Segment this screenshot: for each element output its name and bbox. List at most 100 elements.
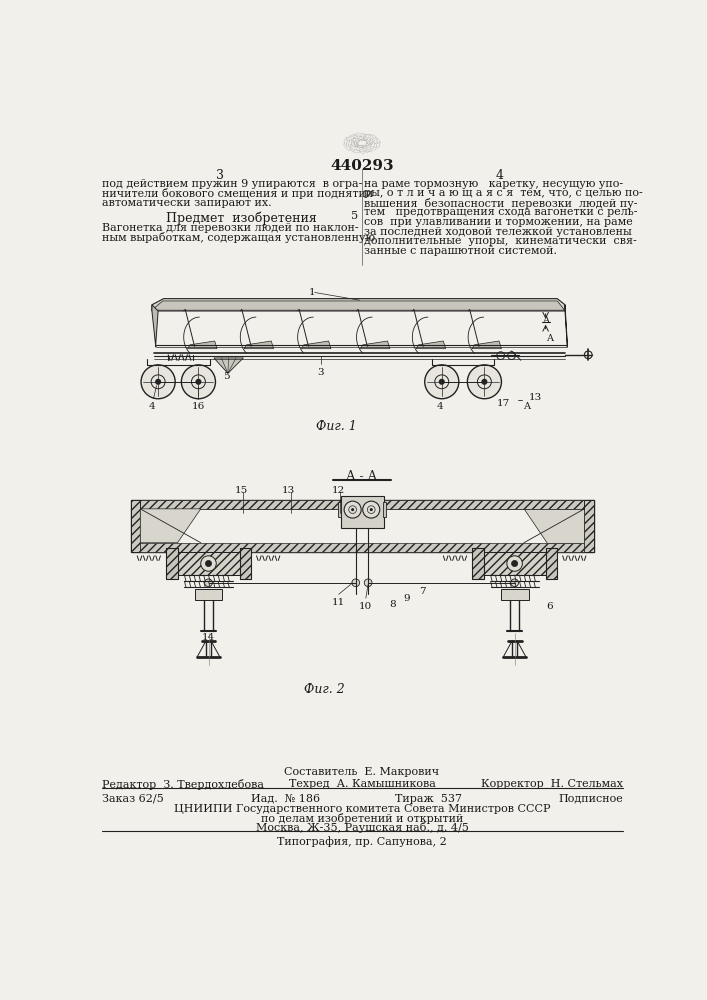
Polygon shape [152,299,565,311]
Text: ничители бокового смещения и при поднятии: ничители бокового смещения и при подняти… [103,188,373,199]
Circle shape [344,501,361,518]
Bar [383,502,386,517]
Text: тем   предотвращения схода вагонетки с рель-: тем предотвращения схода вагонетки с рел… [364,207,638,217]
Circle shape [201,556,216,571]
Text: 7: 7 [419,587,426,596]
Text: 5: 5 [223,372,230,381]
Text: А - А: А - А [346,470,378,483]
Circle shape [482,379,486,384]
Text: Москва, Ж-35, Раушская наб., д. 4/5: Москва, Ж-35, Раушская наб., д. 4/5 [255,822,469,833]
Circle shape [467,365,501,399]
Circle shape [510,579,518,587]
Circle shape [206,560,211,567]
Bar [585,500,594,552]
Bar [546,548,557,579]
Polygon shape [301,341,331,349]
Bar [140,543,585,552]
Polygon shape [153,301,563,310]
Text: 10: 10 [359,602,373,611]
Circle shape [352,579,360,587]
Polygon shape [524,509,585,543]
Text: Заказ 62/5: Заказ 62/5 [103,794,164,804]
Text: 440293: 440293 [330,158,394,172]
Bar [194,589,223,600]
Bar [472,548,484,579]
Text: 5: 5 [351,211,358,221]
Bar [140,509,585,552]
Circle shape [512,560,518,567]
Circle shape [351,508,354,511]
Circle shape [204,579,212,587]
Text: под действием пружин 9 упираются  в огра-: под действием пружин 9 упираются в огра- [103,179,363,189]
Text: 17: 17 [496,399,510,408]
Polygon shape [244,341,274,349]
Bar [166,548,177,579]
Polygon shape [565,305,567,347]
Text: Редактор  З. Твердохлебова: Редактор З. Твердохлебова [103,779,264,790]
Text: 6: 6 [547,602,553,611]
Text: A: A [523,402,530,411]
Circle shape [141,365,175,399]
Text: вышения  безопасности  перевозки  людей пу-: вышения безопасности перевозки людей пу- [364,198,638,209]
Text: автоматически запирают их.: автоматически запирают их. [103,198,272,208]
Text: Фиг. 2: Фиг. 2 [305,683,345,696]
Text: Тираж  537: Тираж 537 [395,794,462,804]
Text: ЦНИИПИ Государственного комитета Совета Министров СССР: ЦНИИПИ Государственного комитета Совета … [174,804,550,814]
Bar [338,502,341,517]
Text: 16: 16 [192,402,205,411]
Polygon shape [416,341,445,349]
Polygon shape [140,509,201,543]
Bar [131,500,594,552]
Text: 11: 11 [332,598,345,607]
Bar [501,589,529,600]
Bar [476,552,554,575]
Bar [472,548,484,579]
Text: ры, о т л и ч а ю щ а я с я  тем, что, с целью по-: ры, о т л и ч а ю щ а я с я тем, что, с … [364,188,643,198]
Text: 14: 14 [202,633,215,642]
Text: сов  при улавливании и торможении, на раме: сов при улавливании и торможении, на рам… [364,217,633,227]
Bar [131,500,140,552]
Text: ным выработкам, содержащая установленную: ным выработкам, содержащая установленную [103,232,375,243]
Text: Техред  А. Камышникова: Техред А. Камышникова [288,779,436,789]
Bar [341,496,384,528]
Text: на раме тормозную   каретку, несущую упо-: на раме тормозную каретку, несущую упо- [364,179,624,189]
Text: A: A [542,316,549,325]
Circle shape [507,556,522,571]
Text: Вагонетка для перевозки людей по наклон-: Вагонетка для перевозки людей по наклон- [103,223,359,233]
Bar [476,552,554,575]
Polygon shape [472,341,501,349]
Text: 1: 1 [309,288,316,297]
Text: 4: 4 [495,169,503,182]
Bar [140,500,585,509]
Circle shape [440,379,444,384]
Text: Составитель  Е. Макрович: Составитель Е. Макрович [284,767,440,777]
Text: Типография, пр. Сапунова, 2: Типография, пр. Сапунова, 2 [277,836,447,847]
Circle shape [425,365,459,399]
Text: Предмет  изобретения: Предмет изобретения [166,211,317,225]
Text: за последней ходовой тележкой установлены: за последней ходовой тележкой установлен… [364,227,632,237]
Text: 3: 3 [317,368,325,377]
Text: дополнительные  упоры,  кинематически  свя-: дополнительные упоры, кинематически свя- [364,236,637,246]
Text: 12: 12 [332,486,344,495]
Text: 13: 13 [281,486,295,495]
Polygon shape [361,341,390,349]
Bar [170,552,247,575]
Bar [546,548,557,579]
Text: занные с парашютной системой.: занные с парашютной системой. [364,246,557,256]
Bar [240,548,251,579]
Bar [240,548,251,579]
Text: Фиг. 1: Фиг. 1 [316,420,357,433]
Text: Иад.  № 186: Иад. № 186 [251,794,320,804]
Text: A: A [547,334,554,343]
Text: 4: 4 [437,402,443,411]
Text: 9: 9 [404,594,410,603]
Circle shape [196,379,201,384]
Circle shape [182,365,216,399]
Circle shape [370,508,373,511]
Bar [170,552,247,575]
Bar [166,548,177,579]
Text: Корректор  Н. Стельмах: Корректор Н. Стельмах [481,779,623,789]
Circle shape [363,501,380,518]
Text: 3: 3 [216,169,224,182]
Text: по делам изобретений и открытий: по делам изобретений и открытий [261,813,463,824]
